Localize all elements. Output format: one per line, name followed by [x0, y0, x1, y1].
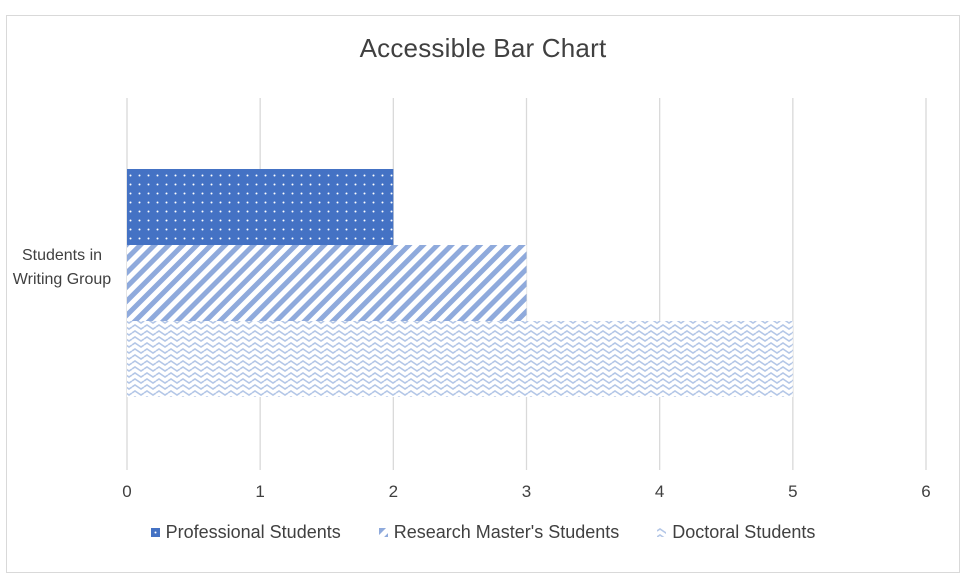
x-tick-label: 3 — [522, 482, 531, 501]
legend-item-professional: Professional Students — [150, 522, 341, 543]
category-label: Students in Writing Group — [12, 247, 112, 288]
x-tick-label: 0 — [122, 482, 131, 501]
legend: Professional Students Research Master's … — [0, 522, 966, 543]
bar-doctoral-students — [127, 321, 793, 397]
x-tick-label: 1 — [255, 482, 264, 501]
legend-label-professional: Professional Students — [165, 522, 341, 542]
x-tick-label: 5 — [788, 482, 797, 501]
legend-swatch-professional — [150, 528, 160, 537]
bar-professional-students — [127, 169, 394, 245]
x-tick-label: 4 — [655, 482, 664, 501]
legend-label-doctoral: Doctoral Students — [672, 522, 816, 542]
x-tick-label: 6 — [921, 482, 930, 501]
legend-item-doctoral: Doctoral Students — [657, 522, 815, 543]
x-tick-label: 2 — [389, 482, 398, 501]
legend-swatch-doctoral — [657, 528, 667, 537]
bar-research-master-s-students — [127, 245, 527, 321]
legend-label-research-masters: Research Master's Students — [393, 522, 620, 542]
chart-title: Accessible Bar Chart — [359, 33, 607, 63]
bars — [127, 169, 793, 397]
legend-item-research-masters: Research Master's Students — [378, 522, 620, 543]
legend-swatch-research-masters — [378, 528, 388, 537]
x-tick-labels: 0 1 2 3 4 5 6 — [122, 482, 930, 501]
